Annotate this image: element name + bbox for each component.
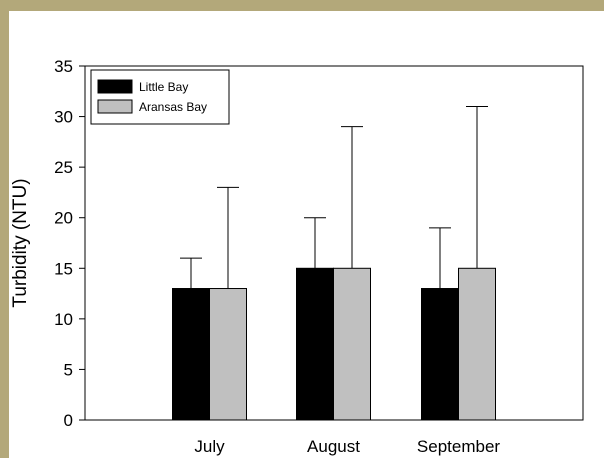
bar (333, 267, 371, 421)
legend: Little Bay Aransas Bay (90, 69, 230, 125)
x-tick-label: September (417, 437, 500, 456)
y-tick-label: 5 (64, 360, 73, 379)
y-tick-label: 0 (64, 411, 73, 430)
y-tick-label: 25 (54, 158, 73, 177)
bar (172, 288, 210, 421)
legend-swatch (97, 99, 133, 114)
y-tick-label: 15 (54, 259, 73, 278)
bar (421, 288, 459, 421)
plot-area-border (84, 65, 584, 421)
legend-box (90, 69, 230, 125)
bar (458, 267, 496, 421)
y-tick-label: 30 (54, 108, 73, 127)
y-axis-label: Turbidity (NTU) (10, 178, 31, 307)
legend-label: Aransas Bay (139, 100, 207, 114)
y-tick-label: 10 (54, 310, 73, 329)
x-tick-label: July (194, 437, 225, 456)
bar (296, 267, 334, 421)
legend-label: Little Bay (139, 80, 188, 94)
y-tick-label: 20 (54, 209, 73, 228)
bar (209, 288, 247, 421)
legend-swatch (97, 79, 133, 94)
y-tick-label: 35 (54, 57, 73, 76)
x-tick-label: August (307, 437, 360, 456)
